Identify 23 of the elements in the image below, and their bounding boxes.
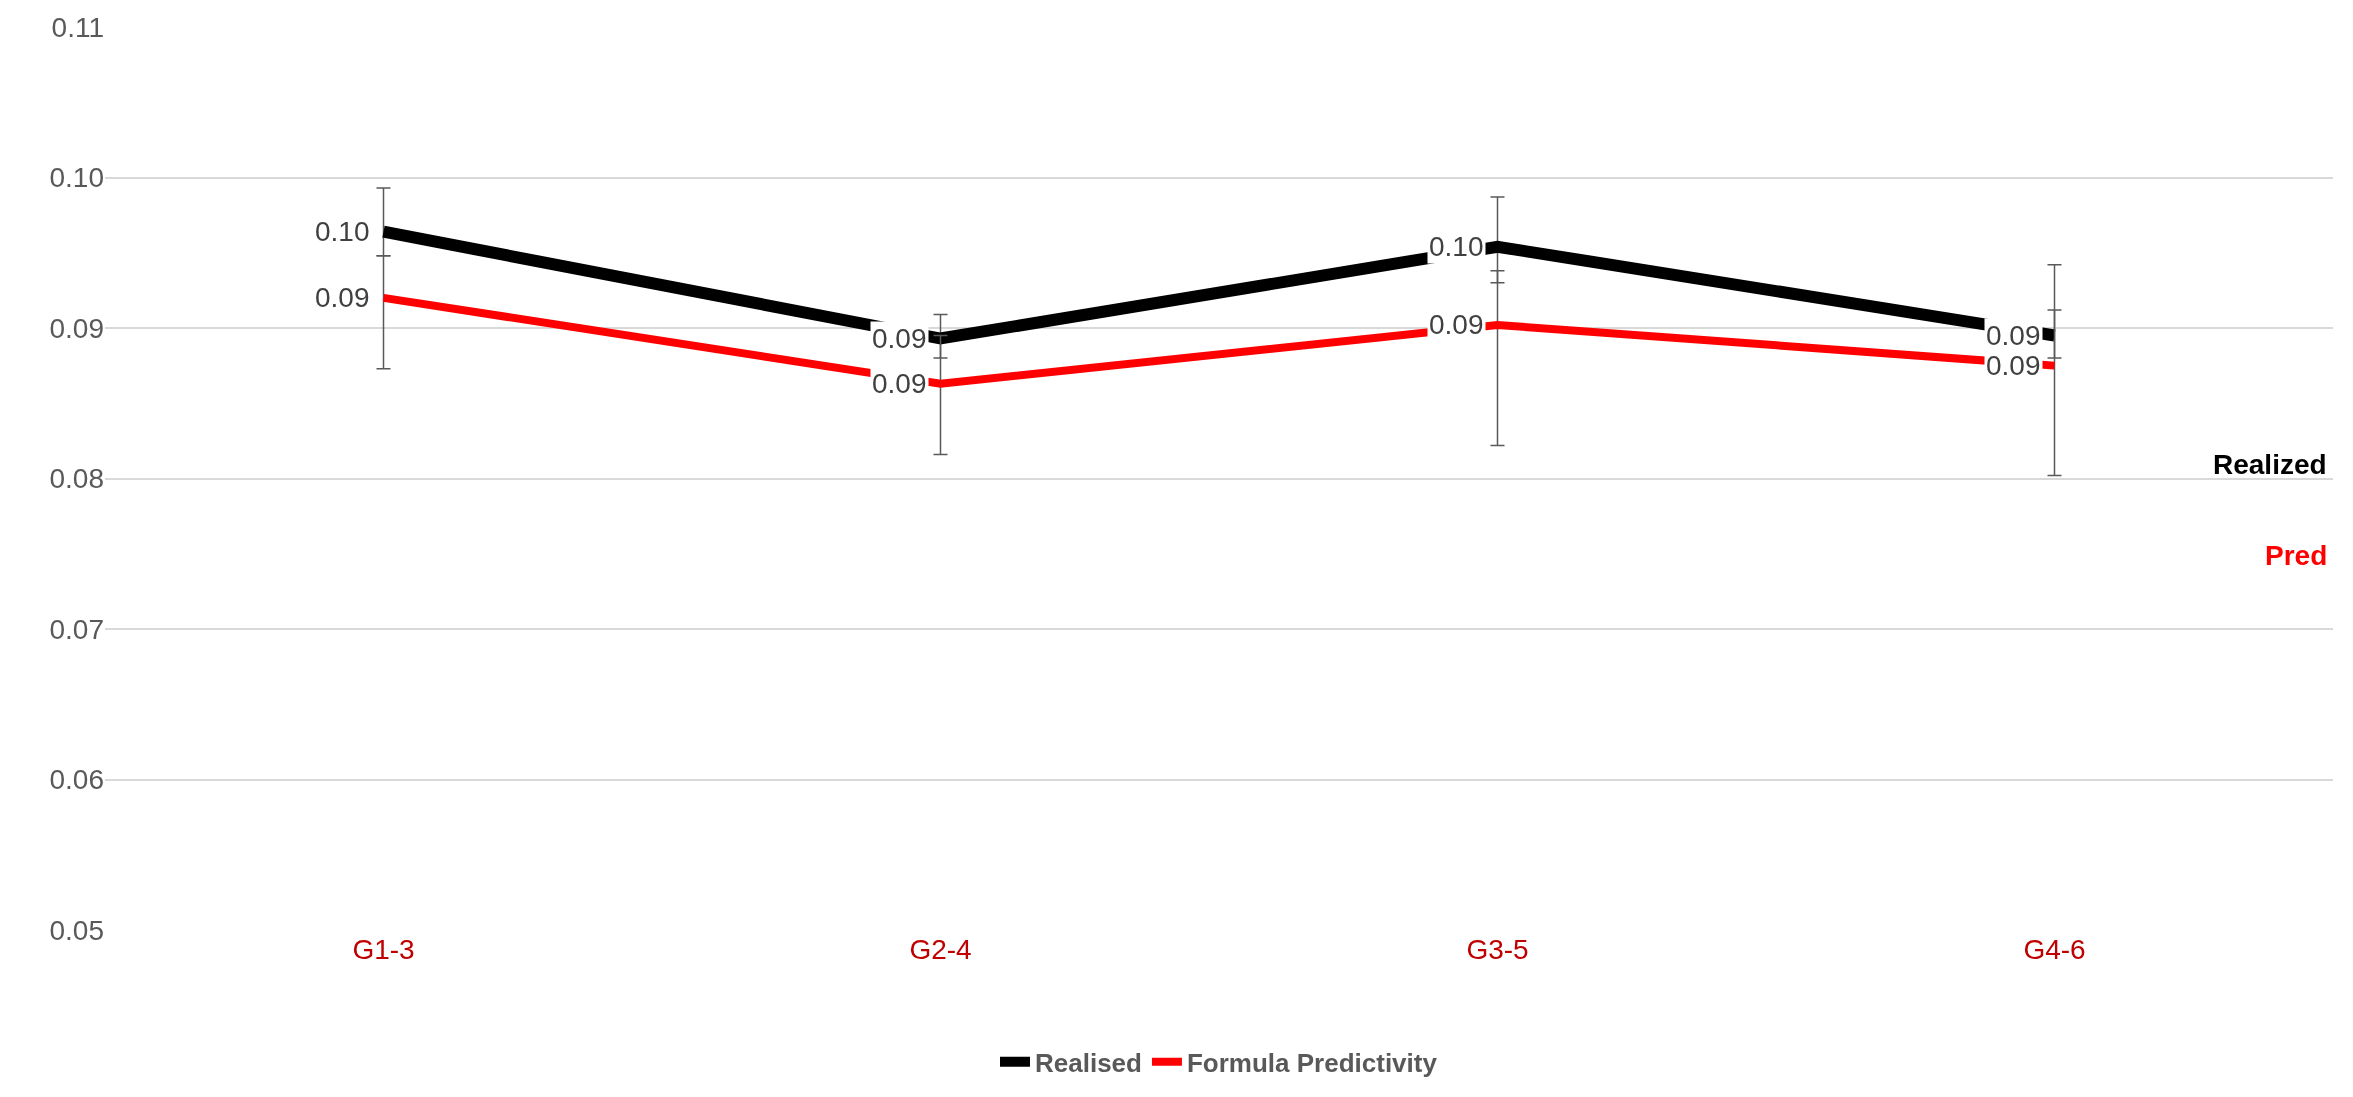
x-tick-label: G3-5 [1466,934,1529,965]
data-label: 0.09 [315,282,370,313]
data-label: 0.09 [872,368,927,399]
y-tick-label: 0.11 [51,11,104,43]
legend-label: Formula Predictivity [1186,1047,1438,1078]
legend-label: Realised [1035,1047,1142,1078]
x-tick-label: G4-6 [2023,934,2086,965]
y-tick-label: 0.06 [49,764,104,796]
y-tick-label: 0.10 [49,162,104,194]
y-tick-label: 0.08 [49,463,104,495]
data-label: 0.09 [1429,309,1484,340]
annotation: Realized [2213,449,2327,480]
y-tick-label: 0.05 [49,914,104,946]
annotation: Pred [2265,540,2328,571]
y-tick-label: 0.09 [49,312,104,344]
x-tick-label: G1-3 [352,934,415,965]
data-label: 0.09 [1986,320,2041,351]
y-tick-label: 0.07 [49,613,104,645]
x-tick-label: G2-4 [909,934,972,965]
data-label: 0.10 [1429,231,1484,262]
data-label: 0.09 [1986,350,2041,381]
data-label: 0.09 [872,323,927,354]
data-label: 0.10 [315,216,370,247]
